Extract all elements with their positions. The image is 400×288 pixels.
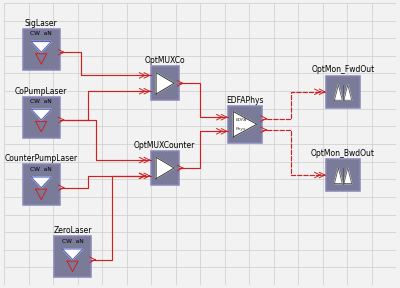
Bar (326, 159, 360, 191)
Polygon shape (233, 111, 257, 137)
Text: ZeroLaser: ZeroLaser (53, 226, 92, 235)
Bar (23, 164, 60, 205)
Text: CW  aN: CW aN (30, 167, 52, 172)
Polygon shape (62, 249, 83, 260)
Text: CoPumpLaser: CoPumpLaser (15, 87, 68, 96)
Text: Phys: Phys (236, 127, 246, 131)
Bar (54, 236, 91, 277)
Text: OptMon_BwdOut: OptMon_BwdOut (311, 149, 375, 158)
Text: SigLaser: SigLaser (25, 19, 58, 28)
Polygon shape (31, 109, 52, 120)
Text: EDFAPhys: EDFAPhys (226, 96, 264, 105)
Polygon shape (156, 157, 174, 179)
Text: OptMon_FwdOut: OptMon_FwdOut (312, 65, 375, 74)
Polygon shape (156, 73, 174, 94)
Polygon shape (334, 168, 342, 183)
Polygon shape (31, 41, 52, 52)
Bar (326, 75, 360, 108)
Bar (23, 29, 60, 70)
Polygon shape (344, 168, 352, 183)
Text: CounterPumpLaser: CounterPumpLaser (5, 154, 78, 163)
Polygon shape (31, 177, 52, 188)
Text: CW  aN: CW aN (62, 239, 84, 244)
Bar (151, 151, 179, 185)
Polygon shape (344, 85, 352, 100)
Polygon shape (334, 85, 342, 100)
Bar (151, 67, 179, 100)
Text: CW  aN: CW aN (30, 31, 52, 36)
Text: CW  aN: CW aN (30, 99, 52, 104)
Bar (228, 106, 262, 143)
Text: OptMUXCounter: OptMUXCounter (134, 141, 196, 150)
Bar (23, 97, 60, 138)
Text: EDFA: EDFA (236, 118, 247, 122)
Text: OptMUXCo: OptMUXCo (144, 56, 185, 65)
